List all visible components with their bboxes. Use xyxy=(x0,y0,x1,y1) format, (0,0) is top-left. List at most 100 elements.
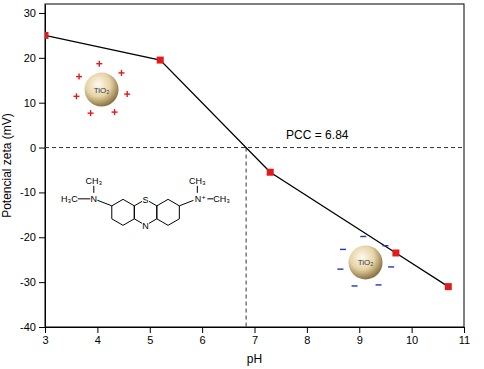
tick-label: 10 xyxy=(24,97,36,109)
charge-sign xyxy=(121,70,122,76)
tick-label: 20 xyxy=(24,52,36,64)
atom-background xyxy=(187,175,208,186)
tick: 11 xyxy=(459,327,470,346)
atom-label: N xyxy=(142,221,149,231)
particle: TiO₂ xyxy=(73,61,130,116)
atom-background xyxy=(142,219,149,230)
chart: 34567891011-40-30-20-100102030pHPotencia… xyxy=(0,0,484,369)
tick-label: 5 xyxy=(147,334,153,346)
atom-background xyxy=(57,193,78,204)
tick-mark xyxy=(39,237,45,238)
charge-sign xyxy=(114,109,115,115)
charge-sign xyxy=(360,236,366,237)
tick: 6 xyxy=(200,327,206,346)
tick-label: -30 xyxy=(20,276,36,288)
atom-label: S xyxy=(143,195,149,205)
tick-mark xyxy=(307,327,308,333)
tick: 3 xyxy=(42,327,48,346)
data-line xyxy=(45,35,448,286)
tick: -10 xyxy=(20,186,45,198)
atom-background xyxy=(193,193,207,204)
particle-sphere xyxy=(349,245,383,279)
tick-label: 10 xyxy=(406,334,418,346)
particle-sphere xyxy=(85,73,119,107)
ring xyxy=(157,199,180,225)
plot-area xyxy=(45,32,452,290)
charge-sign xyxy=(76,93,77,99)
tick-mark xyxy=(255,327,256,333)
tick-label: -10 xyxy=(20,186,36,198)
charge-sign xyxy=(126,91,127,97)
tick-label: 6 xyxy=(200,334,206,346)
atom-label: N⁺ xyxy=(195,194,206,204)
tick-label: -20 xyxy=(20,231,36,243)
tick: 0 xyxy=(30,142,45,154)
tick-mark xyxy=(464,327,465,333)
tick-mark xyxy=(150,327,151,333)
tick-label: 8 xyxy=(304,334,310,346)
atom-background xyxy=(213,193,234,204)
tick: 10 xyxy=(24,97,45,109)
charge-sign xyxy=(388,266,394,267)
atom-background xyxy=(90,193,97,204)
charge-sign xyxy=(337,268,343,269)
tick: 20 xyxy=(24,52,45,64)
tick: 30 xyxy=(24,7,45,19)
tick-mark xyxy=(39,58,45,59)
ring xyxy=(112,199,135,225)
axis-line xyxy=(45,5,46,328)
data-point xyxy=(45,32,49,39)
tick: -30 xyxy=(20,276,45,288)
data-point xyxy=(157,57,164,64)
atom-label: CH₃ xyxy=(189,176,206,186)
charge-sign xyxy=(352,285,358,286)
pcc-line xyxy=(246,148,247,327)
atom-label: CH₃ xyxy=(213,194,230,204)
charge-sign xyxy=(340,249,346,250)
tick-label: 11 xyxy=(459,334,470,346)
tick: 9 xyxy=(357,327,363,346)
atom-label: H₃C xyxy=(61,194,78,204)
charge-sign xyxy=(376,284,382,285)
atom-label: N xyxy=(91,194,98,204)
tick-mark xyxy=(202,327,203,333)
charge-sign xyxy=(382,245,388,246)
charge-sign xyxy=(90,110,91,116)
tick-mark xyxy=(39,148,45,149)
y-axis: -40 -30 -20 -10 0 10 20 30 xyxy=(20,5,45,334)
data-point xyxy=(445,283,452,290)
tick-mark xyxy=(97,327,98,333)
tick-label: 9 xyxy=(357,334,363,346)
tick-label: -40 xyxy=(20,321,36,333)
tick: -40 xyxy=(20,321,45,333)
tick: -20 xyxy=(20,231,45,243)
charge-sign xyxy=(99,61,100,67)
data-point xyxy=(267,169,274,176)
tick-label: 0 xyxy=(30,142,36,154)
charge-sign xyxy=(78,74,79,80)
reference-lines xyxy=(45,148,464,327)
tick-mark xyxy=(45,327,46,333)
tick: 10 xyxy=(406,327,418,346)
tick: 7 xyxy=(252,327,258,346)
zero-line xyxy=(45,147,464,148)
data-point xyxy=(392,249,399,256)
pcc-label: PCC = 6.84 xyxy=(286,128,349,142)
tick-label: 3 xyxy=(42,334,48,346)
tick-mark xyxy=(359,327,360,333)
tick-label: 7 xyxy=(252,334,258,346)
tick-mark xyxy=(39,282,45,283)
tick-mark xyxy=(39,192,45,193)
particle: TiO₂ xyxy=(337,236,394,285)
particle-label: TiO₂ xyxy=(358,258,374,267)
atom-background xyxy=(142,193,149,204)
tick-label: 4 xyxy=(95,334,101,346)
y-axis-title: Potencial zeta (mV) xyxy=(0,113,14,218)
atom-label: CH₃ xyxy=(85,176,102,186)
tick: 8 xyxy=(304,327,310,346)
tick: 4 xyxy=(95,327,101,346)
plot-frame xyxy=(45,4,464,327)
atom-background xyxy=(83,175,104,186)
molecule: CH₃ H₃C N S N N⁺ CH₃ CH₃ xyxy=(57,175,235,231)
tick-mark xyxy=(39,103,45,104)
